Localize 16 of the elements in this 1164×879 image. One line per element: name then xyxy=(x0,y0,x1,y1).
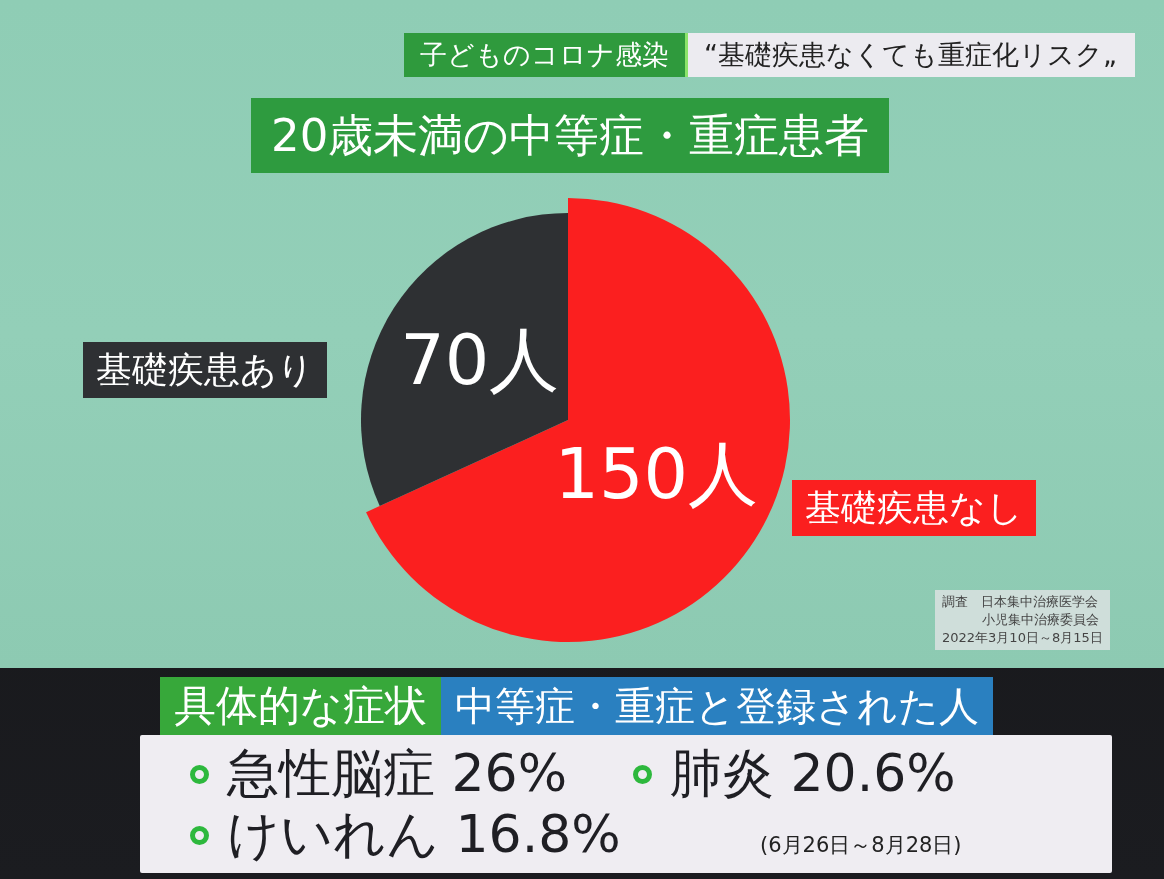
slice-label: 基礎疾患あり xyxy=(83,342,327,398)
text: 子どものコロナ感染 xyxy=(404,33,688,77)
slice-label: 基礎疾患なし xyxy=(792,480,1036,536)
text: 小児集中治療委員会 xyxy=(981,611,1101,629)
text: 具体的な症状 xyxy=(160,677,441,735)
text: 調査 日本集中治療医学会 xyxy=(942,593,1099,611)
chart-title: 20歳未満の中等症・重症患者 xyxy=(251,98,890,173)
data-label: 70人 xyxy=(400,319,560,402)
text: 肺炎 20.6% xyxy=(670,742,956,805)
data-label: 150人 xyxy=(554,432,759,515)
text: 急性脳症 26% xyxy=(227,743,568,803)
text: “基礎疾患なくても重症化リスク„ xyxy=(688,33,1135,77)
text: 中等症・重症と登録された人 xyxy=(441,677,993,735)
text: けいれん 16.8% xyxy=(227,804,621,864)
text: 2022年3月10日～8月15日 xyxy=(942,629,1103,647)
text: (6月26日～8月28日) xyxy=(760,832,962,859)
